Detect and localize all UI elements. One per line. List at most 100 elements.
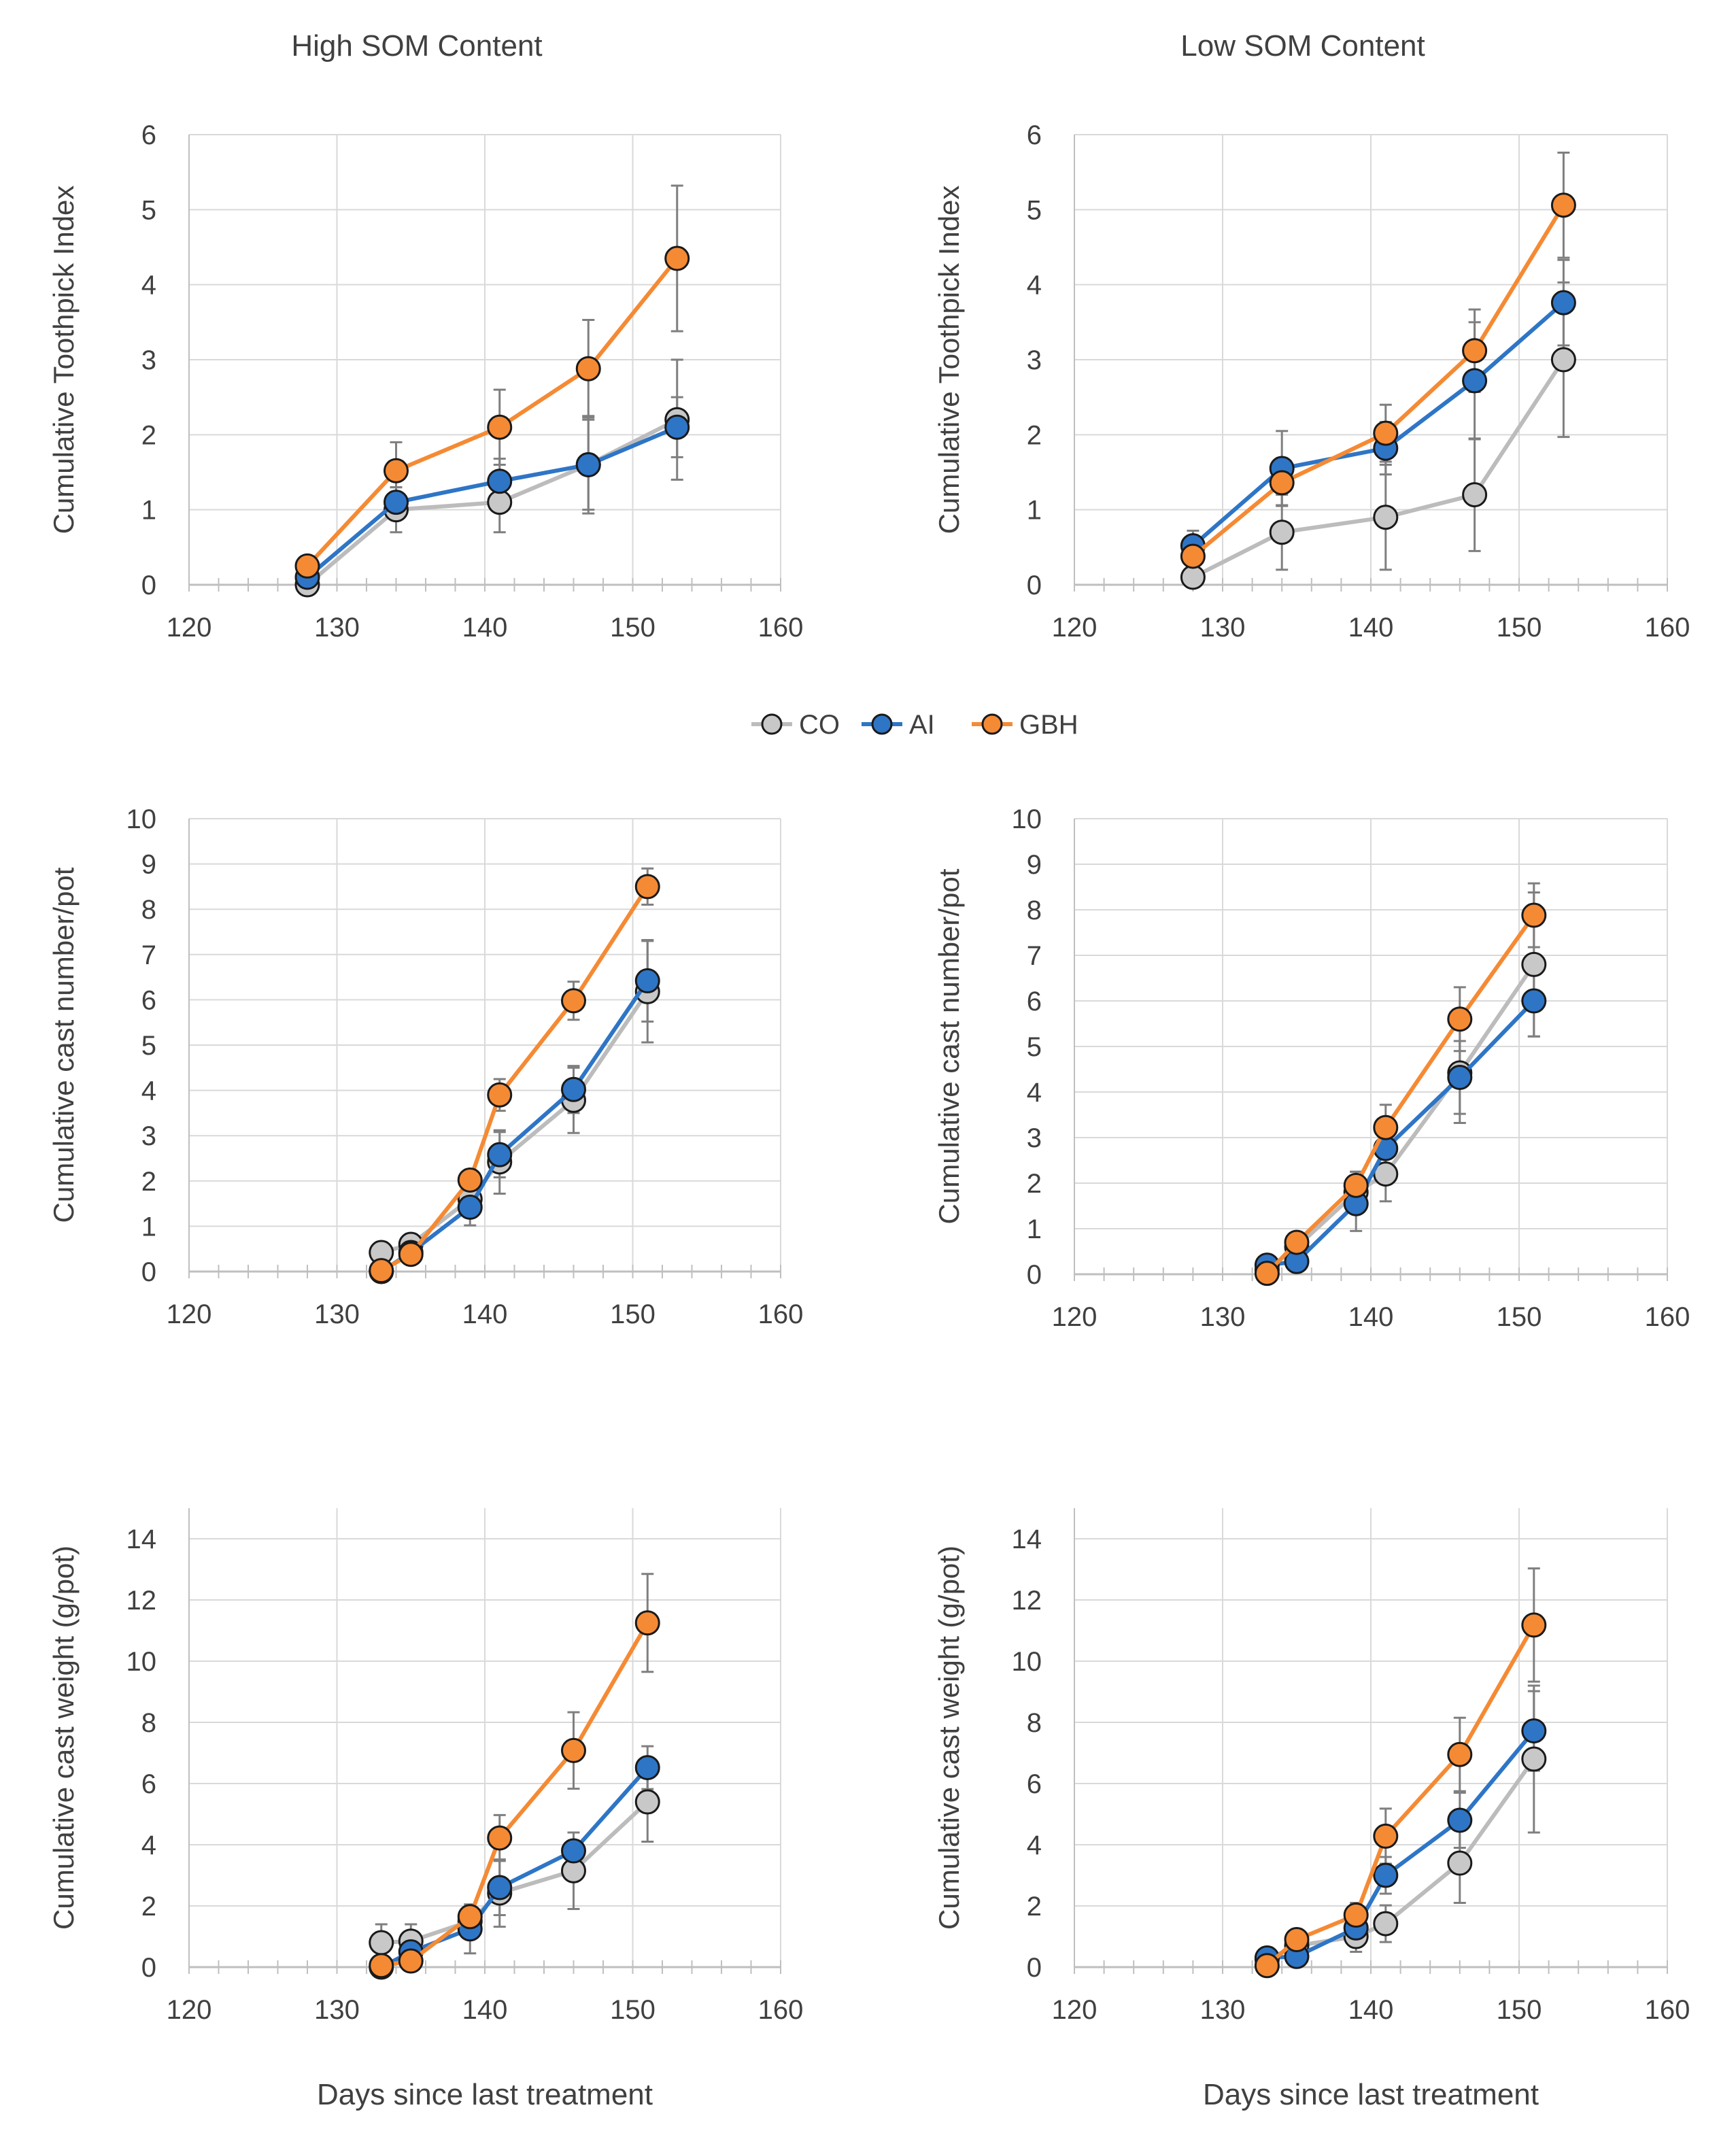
x-tick-label: 130 [314,1995,360,2025]
x-tick-label: 140 [1348,1302,1394,1332]
data-point-ai [1521,1718,1547,1744]
data-point-ai [561,1838,586,1864]
x-tick-label: 160 [1645,1302,1690,1332]
error-bars-gbh [1291,1567,1540,1947]
data-point-gbh [1180,543,1206,569]
y-tick-label: 12 [1012,1586,1042,1616]
data-point-gbh [1343,1903,1369,1928]
y-tick-label: 0 [1027,1260,1042,1290]
x-tick-label: 150 [610,613,656,643]
x-tick-label: 130 [314,613,360,643]
x-axis-label: Days since last treatment [1203,2078,1539,2111]
series-line-gbh [305,257,679,568]
series-line-co [1266,1758,1536,1962]
data-point-gbh [487,1082,513,1108]
x-tick-label: 160 [1645,613,1690,643]
chart-cast-weight-high: 120 130 140 150 160 0 2 4 6 8 10 12 14 Cumulative cas… [48,1508,803,2111]
y-tick-label: 0 [141,570,156,600]
x-tick-label: 120 [1052,1302,1097,1332]
y-tick-label: 12 [126,1586,157,1616]
x-tick-label: 140 [1348,613,1394,643]
y-tick-label: 3 [141,1121,156,1151]
data-point-gbh [664,245,690,271]
x-tick-label: 120 [1052,1995,1097,2025]
series-line-co [380,990,649,1255]
data-point-gbh [1373,1823,1399,1849]
y-tick-label: 6 [1027,1769,1042,1799]
y-tick-label: 3 [1027,345,1042,375]
data-point-gbh [487,1825,513,1851]
series-line-gbh [380,885,649,1273]
series-ai [369,1755,660,1980]
data-point-ai [1521,988,1547,1014]
y-tick-label: 2 [141,1892,156,1922]
x-axis-label: Days since last treatment [317,2078,653,2111]
data-point-ai [575,451,601,477]
y-tick-label: 10 [1012,804,1042,834]
y-tick-label: 5 [141,1031,156,1061]
chart-cast-number-high: 120 130 140 150 160 0 1 2 3 4 5 6 7 8 9 10 Cumulative ca… [48,804,803,1329]
legend-marker [981,713,1003,735]
data-point-gbh [1284,1927,1310,1952]
y-tick-label: 4 [1027,1078,1042,1108]
series-line-co [1192,358,1565,579]
y-tick-label: 4 [141,271,156,301]
y-tick-label: 0 [1027,1953,1042,1983]
series-line-ai [1267,999,1535,1267]
error-bars-ai [1350,964,1540,1232]
data-point-gbh [1254,1261,1280,1286]
data-point-co [1180,564,1206,590]
data-point-gbh [634,1610,660,1636]
error-bars-gbh [301,184,683,575]
data-point-gbh [1269,470,1295,496]
chart-cast-weight-low: 120 130 140 150 160 0 2 4 6 8 10 12 14 Cumulative cas… [933,1508,1690,2111]
data-point-ai [487,1142,513,1167]
data-point-ai [1462,368,1488,394]
error-bars-gbh [464,867,654,1191]
y-tick-label: 8 [141,895,156,925]
x-tick-label: 150 [1497,613,1542,643]
y-tick-label: 0 [141,1953,156,1983]
y-tick-label: 6 [1027,987,1042,1017]
x-tick-label: 140 [462,1995,508,2025]
series-co [369,1789,660,1956]
y-tick-label: 1 [141,496,156,526]
y-tick-label: 3 [141,345,156,375]
chart-toothpick-high: 120 130 140 150 160 0 1 2 3 4 5 6 High SOM Content Cu… [48,29,803,643]
series-line-co [1265,963,1536,1272]
data-point-gbh [369,1258,394,1284]
x-tick-label: 120 [167,613,212,643]
data-point-co [634,1789,660,1815]
y-tick-label: 5 [1027,195,1042,225]
data-point-ai [1373,1862,1399,1888]
legend-marker [761,713,783,735]
y-tick-label: 4 [1027,271,1042,301]
y-tick-label: 4 [1027,1830,1042,1860]
series-line-gbh [381,1622,649,1968]
data-point-gbh [1343,1172,1369,1198]
x-tick-label: 150 [1497,1995,1542,2025]
data-point-ai [664,414,690,440]
legend-label: GBH [1019,710,1078,740]
series-line-gbh [1265,1624,1536,1968]
y-axis-label: Cumulative cast number/pot [48,867,80,1223]
error-bars-gbh [464,1573,654,1927]
data-point-gbh [294,553,320,579]
series-line-gbh [1191,204,1565,558]
y-tick-label: 6 [141,120,156,150]
y-tick-label: 7 [1027,941,1042,971]
error-bars-co [1291,1684,1540,1953]
y-tick-label: 8 [141,1708,156,1738]
data-point-ai [1550,290,1576,316]
chart-title: High SOM Content [291,29,542,63]
y-tick-label: 5 [1027,1032,1042,1062]
data-point-co [1521,951,1547,977]
x-tick-label: 160 [758,613,804,643]
data-point-gbh [1550,192,1576,218]
data-point-ai [487,1875,513,1900]
data-point-gbh [369,1953,394,1979]
legend-marker [871,713,893,735]
error-bars-co [464,940,654,1218]
